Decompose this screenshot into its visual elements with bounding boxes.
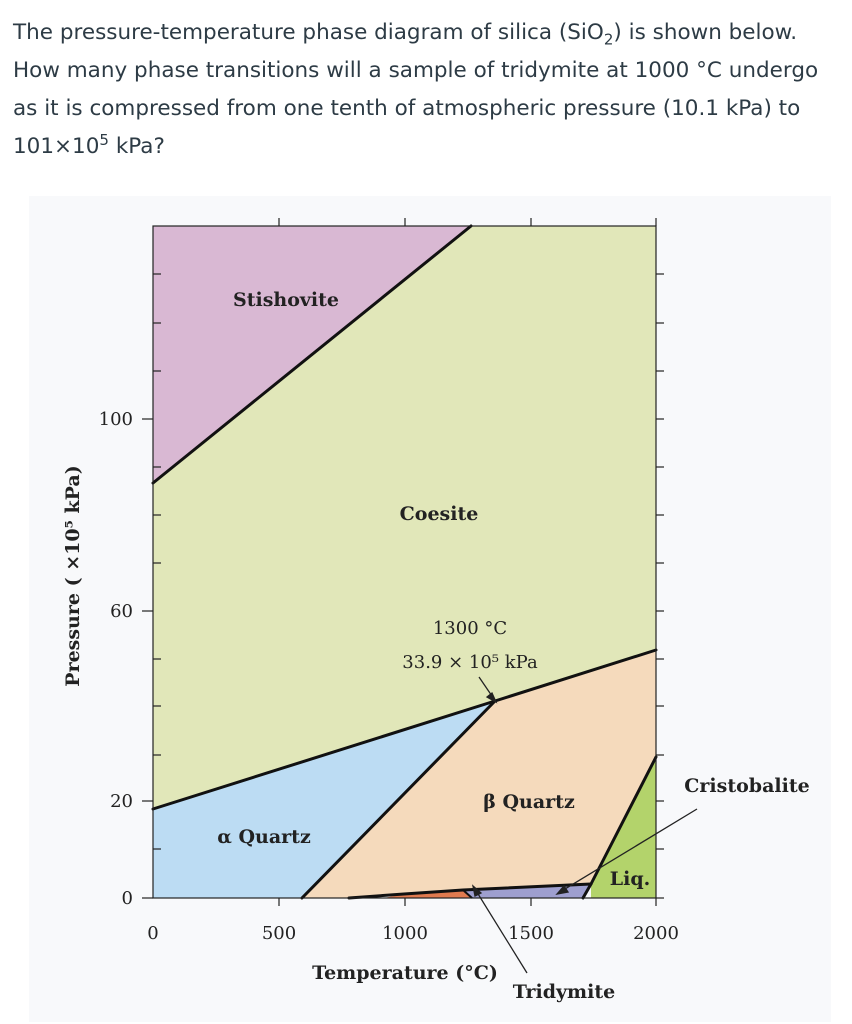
question-line-4-text: 101×10 [13, 134, 100, 159]
question-line-4: 101×105 kPa? [13, 130, 165, 159]
triple-point-temperature: 1300 °C [433, 618, 507, 639]
tridymite-leader [474, 888, 528, 974]
boundary-alpha-beta-quartz [300, 699, 497, 900]
y-tick-label-0: 0 [122, 888, 133, 909]
label-stishovite: Stishovite [233, 289, 339, 311]
boundary-liquid-edge [581, 882, 593, 900]
y-tick-label-60: 60 [110, 601, 133, 622]
x-tick-label-500: 500 [262, 923, 296, 944]
question-line-1-end: ) is shown below. [613, 20, 798, 45]
label-beta-quartz: β Quartz [483, 791, 575, 813]
tridymite-arrowhead [471, 884, 483, 897]
x-tick-label-2000: 2000 [633, 923, 679, 944]
phase-boundaries [151, 224, 658, 900]
x-axis-title: Temperature (°C) [312, 962, 498, 984]
y-tick-label-20: 20 [110, 791, 133, 812]
question-line-4-end: kPa? [109, 134, 165, 159]
subscript-2: 2 [603, 30, 614, 49]
y-axis-ticks [142, 273, 664, 899]
x-tick-label-1000: 1000 [382, 923, 428, 944]
region-alpha-quartz [153, 701, 495, 898]
region-beta-quartz [302, 650, 656, 898]
phase-diagram: 0 500 1000 1500 2000 0 20 60 100 Tempera… [62, 218, 810, 1003]
region-tridymite [463, 884, 591, 898]
label-alpha-quartz: α Quartz [217, 826, 311, 848]
label-tridymite: Tridymite [513, 981, 616, 1003]
question-line-3: as it is compressed from one tenth of at… [13, 96, 801, 121]
question-line-1-text: The pressure-temperature phase diagram o… [13, 20, 604, 45]
label-liquid: Liq. [610, 868, 650, 890]
question-line-2: How many phase transitions will a sample… [13, 58, 819, 83]
label-cristobalite: Cristobalite [684, 775, 809, 797]
leader-lines [471, 676, 698, 974]
y-axis-title: Pressure ( ×10⁵ kPa) [62, 465, 84, 686]
triple-point-pressure: 33.9 × 10⁵ kPa [402, 652, 538, 673]
question-text: The pressure-temperature phase diagram o… [13, 14, 843, 166]
region-coesite [153, 226, 656, 809]
cristobalite-leader [559, 808, 698, 893]
phase-diagram-figure: 0 500 1000 1500 2000 0 20 60 100 Tempera… [29, 196, 831, 1022]
x-tick-label-1500: 1500 [508, 923, 554, 944]
y-tick-label-100: 100 [99, 409, 133, 430]
triple-point-arrowhead [485, 691, 498, 704]
cristobalite-arrowhead [555, 884, 570, 895]
superscript-5: 5 [99, 130, 109, 149]
label-coesite: Coesite [400, 503, 479, 525]
x-tick-label-0: 0 [147, 923, 158, 944]
question-line-1: The pressure-temperature phase diagram o… [13, 20, 798, 49]
boundary-quartz-tridymite [347, 882, 593, 900]
boundary-tridymite-low [462, 889, 473, 899]
boundary-coesite-beta-quartz [493, 648, 658, 703]
boundary-coesite-quartz [151, 699, 497, 811]
boundary-stishovite-coesite [151, 224, 473, 485]
x-axis-ticks [278, 218, 657, 906]
boundary-beta-quartz-liquid [589, 755, 658, 886]
